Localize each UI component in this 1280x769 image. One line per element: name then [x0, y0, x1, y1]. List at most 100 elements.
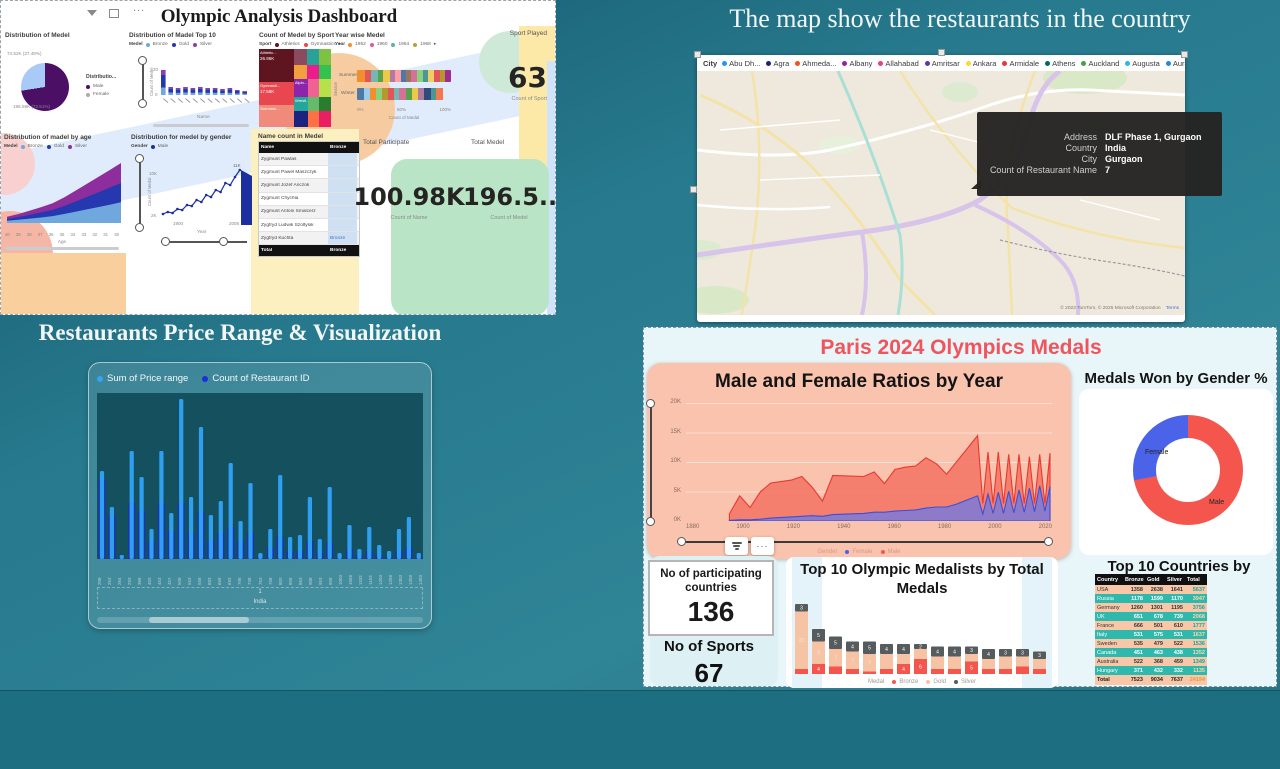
column-header[interactable]: Bronze [1125, 576, 1144, 583]
legend-item[interactable]: Male [150, 144, 168, 149]
top10-bar-chart[interactable] [159, 57, 251, 113]
treemap-block[interactable]: Athletic... 26.96K [259, 49, 294, 82]
treemap-block[interactable]: Alpin... [294, 79, 308, 97]
table-row[interactable]: Zygfryd Ludwik Szoltysik [259, 218, 359, 233]
gender-range-slider[interactable] [161, 237, 247, 246]
legend-item[interactable]: Gold [46, 144, 64, 149]
bar-segment[interactable] [371, 70, 378, 82]
table-row[interactable]: Zygmunt Pawlas [259, 153, 359, 167]
bar-segment[interactable] [357, 70, 366, 82]
countries-table[interactable]: Country Bronze Gold Silver Total USA 1358 26… [1095, 574, 1207, 685]
restaurants-scrollbar[interactable] [97, 617, 423, 623]
table-row[interactable]: USA 1358 2638 1641 5637 [1095, 585, 1207, 594]
yearwise-bar-winter[interactable] [357, 88, 447, 100]
treemap-block[interactable]: Wrestl... [294, 97, 308, 111]
sport-treemap-chart[interactable]: Athletic... 26.96K Gymnasti... 17.58K Swimmi… [259, 49, 331, 127]
top10-slider-track[interactable] [141, 64, 144, 100]
legend-item[interactable]: Gold [171, 42, 189, 47]
more-options-button[interactable]: ··· [751, 537, 774, 555]
treemap-block[interactable] [294, 65, 307, 79]
table-row[interactable]: Canada 451 463 438 1352 [1095, 648, 1207, 657]
bar-segment[interactable] [418, 88, 424, 100]
table-row[interactable]: Zygmunt Antoni Smalcerz [259, 205, 359, 219]
legend-item[interactable]: Male [86, 84, 109, 89]
legend-more-icon[interactable]: ▸ [433, 42, 437, 47]
table-row[interactable]: Zygmunt Pawel Maszczyk [259, 166, 359, 180]
bar-segment[interactable] [393, 88, 400, 100]
legend-item[interactable]: Silver [192, 42, 212, 47]
bar-segment[interactable] [370, 88, 376, 100]
legend-item[interactable]: Silver [67, 144, 87, 149]
bar-segment[interactable] [375, 88, 383, 100]
restaurants-plot[interactable] [97, 393, 423, 559]
city-slicer-item[interactable]: Amritsar [924, 59, 960, 68]
bar-segment[interactable] [387, 88, 394, 100]
table-row[interactable]: Russia 1178 1599 1170 3947 [1095, 594, 1207, 603]
bar-segment[interactable] [364, 88, 371, 100]
range-handle-left[interactable] [677, 537, 686, 546]
treemap-block[interactable]: Swimmin... [259, 105, 294, 127]
gender-pie-chart[interactable] [21, 63, 69, 111]
ratios-range-slider[interactable] [677, 536, 1053, 548]
treemap-block[interactable] [307, 49, 319, 65]
legend-item[interactable]: Bronze [145, 42, 168, 47]
table-row[interactable]: UK 651 678 739 2068 [1095, 612, 1207, 621]
ratios-plot[interactable] [686, 403, 1052, 522]
city-slicer-item[interactable]: Auckland [1081, 59, 1119, 68]
ratios-vslider-handle-bottom[interactable] [646, 517, 655, 526]
bar-segment[interactable] [436, 88, 444, 100]
treemap-block[interactable] [307, 65, 319, 79]
top10-slider-handle-bottom[interactable] [138, 99, 147, 108]
filter-button[interactable] [725, 537, 748, 555]
treemap-block[interactable] [308, 97, 319, 111]
ratios-vslider-track[interactable] [649, 407, 652, 519]
countries-card[interactable]: No of participating countries 136 [648, 560, 774, 636]
city-slicer-item[interactable]: Auranga... [1165, 59, 1185, 68]
treemap-block[interactable] [319, 111, 331, 127]
table-row[interactable]: France 666 501 610 1777 [1095, 621, 1207, 630]
table-row[interactable]: Zygmunt Chychla [259, 192, 359, 206]
column-header[interactable]: Silver [1167, 576, 1182, 583]
legend-item[interactable]: Athletics [274, 42, 300, 47]
legend-item[interactable]: Silver [954, 679, 976, 685]
legend-item[interactable]: Male [880, 549, 901, 555]
terms-link[interactable]: Terms [1165, 306, 1179, 311]
treemap-block[interactable] [294, 49, 307, 65]
table-row[interactable]: Germany 1260 1301 1195 3756 [1095, 603, 1207, 612]
scrollbar-thumb[interactable] [149, 617, 249, 623]
bar-segment[interactable] [383, 70, 390, 82]
bar-segment[interactable] [377, 70, 384, 82]
bar-segment[interactable] [428, 70, 434, 82]
city-slicer-item[interactable]: Augusta [1125, 59, 1160, 68]
gender-slider-handle-bottom[interactable] [135, 223, 144, 232]
table-row[interactable]: Zygfryd Kuchta Bronze [259, 232, 359, 246]
yearwise-bar-summer[interactable] [357, 70, 451, 82]
treemap-block[interactable] [319, 79, 331, 97]
resize-handle[interactable] [1181, 51, 1188, 58]
treemap-block[interactable] [319, 65, 331, 79]
city-slicer-item[interactable]: Ahmeda... [795, 59, 836, 68]
range-handle-left[interactable] [161, 237, 170, 246]
focus-mode-icon[interactable] [109, 9, 119, 18]
gender-slider-track[interactable] [138, 162, 141, 224]
table-row[interactable]: Hungary 371 432 332 1135 [1095, 666, 1207, 675]
legend-item[interactable]: 1968 [413, 42, 431, 47]
bar-segment[interactable] [433, 70, 440, 82]
legend-more-icon[interactable]: ▸ [338, 42, 342, 47]
resize-handle[interactable] [938, 49, 945, 56]
legend-item[interactable]: 1964 [391, 42, 409, 47]
table-row[interactable]: Australia 522 368 459 1349 [1095, 657, 1207, 666]
resize-handle[interactable] [694, 51, 701, 58]
column-header[interactable]: Total [1187, 576, 1200, 583]
age-area-chart[interactable] [5, 153, 123, 231]
city-slicer-item[interactable]: Armidale [1002, 59, 1039, 68]
city-slicer-item[interactable]: Allahabad [878, 59, 919, 68]
legend-item[interactable]: Bronze [20, 144, 43, 149]
bar-segment[interactable] [405, 70, 412, 82]
bar-segment[interactable] [357, 88, 365, 100]
bar-segment[interactable] [406, 88, 412, 100]
top10-scrollbar[interactable] [153, 124, 249, 127]
table-row[interactable]: Italy 531 575 531 1637 [1095, 630, 1207, 639]
age-scrollbar[interactable] [5, 247, 119, 250]
city-slicer-item[interactable]: Ankara [965, 59, 996, 68]
